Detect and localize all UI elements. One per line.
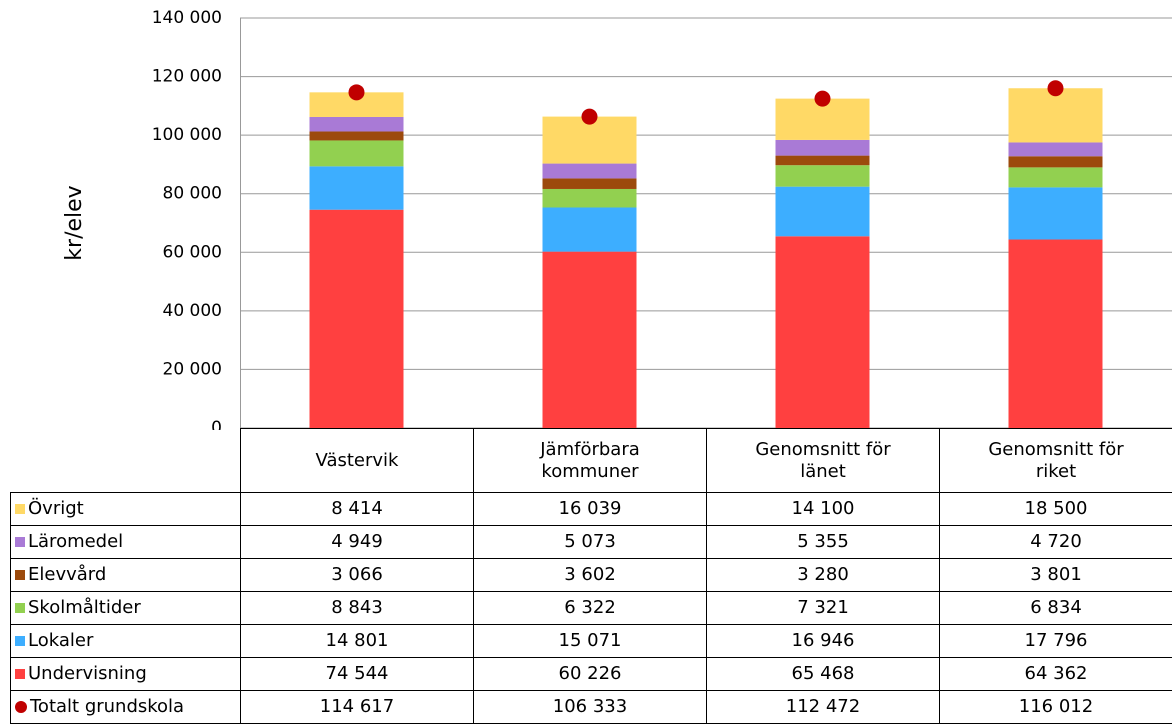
bar-segment <box>775 155 870 166</box>
table-value: 64 362 <box>939 657 1172 691</box>
total-dot <box>348 84 365 101</box>
bar-segment <box>775 165 870 187</box>
table-value: 8 414 <box>240 492 474 526</box>
table-value: 4 949 <box>240 525 474 559</box>
bar-segment <box>1008 88 1103 143</box>
table-value: 65 468 <box>706 657 940 691</box>
bar-segment <box>542 188 637 208</box>
total-dot <box>1047 80 1064 97</box>
table-value: 3 066 <box>240 558 474 592</box>
legend-label: Undervisning <box>28 663 147 684</box>
legend-swatch <box>15 701 27 713</box>
y-tick-label: 20 000 <box>163 359 222 379</box>
total-dot <box>581 108 598 125</box>
table-value: 8 843 <box>240 591 474 625</box>
category-label: Jämförbara kommuner <box>473 428 707 493</box>
y-tick-label: 0 <box>211 418 222 430</box>
category-label: Västervik <box>240 428 474 493</box>
bar-segment <box>309 209 404 428</box>
table-value: 74 544 <box>240 657 474 691</box>
bar-segment <box>775 139 870 156</box>
bar-segment <box>309 166 404 210</box>
legend-entry: Skolmåltider <box>10 591 241 625</box>
table-value: 6 322 <box>473 591 707 625</box>
bar-segment <box>1008 156 1103 168</box>
y-tick-label: 80 000 <box>163 184 222 204</box>
y-tick-label: 60 000 <box>163 242 222 262</box>
bar-segment <box>542 207 637 252</box>
bar-segment <box>1008 239 1103 428</box>
bar-segment <box>542 163 637 179</box>
legend-swatch <box>15 669 25 679</box>
legend-swatch <box>15 537 25 547</box>
category-label: Genomsnitt för länet <box>706 428 940 493</box>
legend-label: Övrigt <box>28 498 84 519</box>
table-value: 4 720 <box>939 525 1172 559</box>
plot: kr/elev 0 20 000 40 000 60 000 80 000 100 000… <box>62 8 1172 430</box>
bar-segment <box>542 251 637 428</box>
table-value: 16 946 <box>706 624 940 658</box>
y-axis-label: kr/elev <box>62 185 87 260</box>
table-value: 116 012 <box>939 690 1172 724</box>
table-value: 16 039 <box>473 492 707 526</box>
bar-segment <box>1008 142 1103 157</box>
bar-segment <box>1008 187 1103 240</box>
table-value: 106 333 <box>473 690 707 724</box>
table-value: 15 071 <box>473 624 707 658</box>
bar-segment <box>309 116 404 132</box>
legend-swatch <box>15 504 25 514</box>
legend-label: Lokaler <box>28 630 94 651</box>
bar-segment <box>309 140 404 167</box>
bar-segment <box>775 236 870 428</box>
y-tick-label: 100 000 <box>152 125 222 145</box>
bar-segment <box>1008 167 1103 188</box>
y-tick-label: 140 000 <box>152 8 222 28</box>
legend-label: Totalt grundskola <box>30 696 185 717</box>
table-value: 14 100 <box>706 492 940 526</box>
bar-segment <box>775 186 870 237</box>
table-value: 5 073 <box>473 525 707 559</box>
legend-label: Läromedel <box>28 531 124 552</box>
legend-swatch <box>15 636 25 646</box>
bar-segment <box>542 178 637 189</box>
y-tick-label: 40 000 <box>163 301 222 321</box>
table-value: 17 796 <box>939 624 1172 658</box>
legend-entry: Läromedel <box>10 525 241 559</box>
total-dot <box>814 90 831 107</box>
table-value: 3 801 <box>939 558 1172 592</box>
legend-label: Elevvård <box>28 564 107 585</box>
legend-entry: Totalt grundskola <box>10 690 241 724</box>
category-label: Genomsnitt för riket <box>939 428 1172 493</box>
table-value: 18 500 <box>939 492 1172 526</box>
table-value: 14 801 <box>240 624 474 658</box>
legend-swatch <box>15 603 25 613</box>
table-value: 112 472 <box>706 690 940 724</box>
y-tick-label: 120 000 <box>152 67 222 87</box>
legend-entry: Lokaler <box>10 624 241 658</box>
legend-swatch <box>15 570 25 580</box>
table-value: 60 226 <box>473 657 707 691</box>
legend-entry: Undervisning <box>10 657 241 691</box>
legend-entry: Elevvård <box>10 558 241 592</box>
bar-segment <box>309 131 404 141</box>
legend-label: Skolmåltider <box>28 597 141 618</box>
table-value: 7 321 <box>706 591 940 625</box>
table-value: 5 355 <box>706 525 940 559</box>
table-value: 3 602 <box>473 558 707 592</box>
table-value: 6 834 <box>939 591 1172 625</box>
legend-entry: Övrigt <box>10 492 241 526</box>
table-value: 114 617 <box>240 690 474 724</box>
table-value: 3 280 <box>706 558 940 592</box>
